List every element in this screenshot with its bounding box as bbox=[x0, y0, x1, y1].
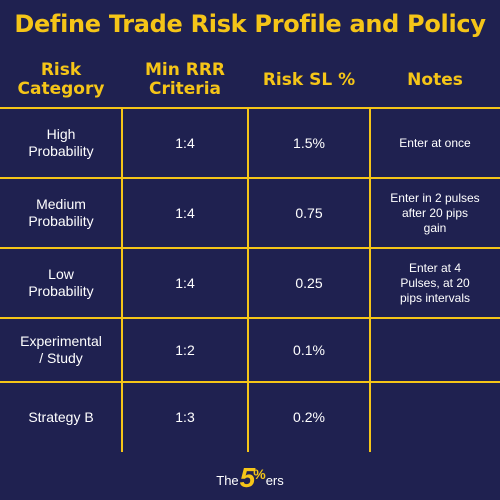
page-title: Define Trade Risk Profile and Policy bbox=[14, 10, 486, 38]
cell-risk-sl-line: 0.2% bbox=[293, 408, 325, 425]
header-min-rrr-line: Min RRR bbox=[144, 60, 226, 80]
cell-risk-category-line: High bbox=[46, 126, 76, 142]
cell-risk-sl: 0.75 bbox=[248, 178, 370, 248]
header-risk-sl-line: Risk SL % bbox=[262, 69, 356, 90]
header-risk-category: Risk Category bbox=[0, 52, 122, 108]
header-risk-category-line: Category bbox=[17, 79, 105, 99]
cell-risk-sl: 0.25 bbox=[248, 248, 370, 318]
cell-risk-sl-line: 0.1% bbox=[293, 341, 325, 358]
cell-risk-category-line: Probability bbox=[28, 283, 94, 299]
header-min-rrr-line: Criteria bbox=[148, 79, 221, 99]
cell-risk-category-line: Strategy B bbox=[28, 408, 94, 425]
cell-risk-sl: 1.5% bbox=[248, 108, 370, 178]
cell-risk-category: High Probability bbox=[0, 108, 122, 178]
header-risk-sl: Risk SL % bbox=[248, 52, 370, 108]
cell-risk-category-line: Medium bbox=[36, 196, 86, 212]
cell-min-rrr-line: 1:2 bbox=[175, 341, 195, 358]
cell-min-rrr: 1:4 bbox=[122, 108, 248, 178]
cell-risk-sl-line: 1.5% bbox=[293, 134, 325, 151]
row-divider bbox=[0, 107, 500, 109]
cell-notes-line: Pulses, at 20 bbox=[400, 275, 470, 290]
header-min-rrr: Min RRR Criteria bbox=[122, 52, 248, 108]
cell-risk-category: Experimental / Study bbox=[0, 318, 122, 382]
cell-risk-category-line: Experimental bbox=[20, 333, 102, 349]
row-divider bbox=[0, 247, 500, 249]
cell-notes: Enter at 4 Pulses, at 20 pips intervals bbox=[370, 248, 500, 318]
row-divider bbox=[0, 317, 500, 319]
logo-the: The bbox=[216, 473, 239, 488]
row-divider bbox=[0, 177, 500, 179]
brand-logo: The 5 % ers bbox=[0, 462, 500, 492]
cell-risk-category-line: Probability bbox=[28, 213, 94, 229]
logo-percent: % bbox=[253, 466, 266, 482]
cell-notes: Enter at once bbox=[370, 108, 500, 178]
cell-notes bbox=[370, 382, 500, 452]
cell-notes: Enter in 2 pulses after 20 pips gain bbox=[370, 178, 500, 248]
header-notes: Notes bbox=[370, 52, 500, 108]
column-divider bbox=[247, 107, 249, 452]
cell-min-rrr-line: 1:3 bbox=[175, 408, 195, 425]
cell-notes bbox=[370, 318, 500, 382]
cell-risk-category-line: Low bbox=[48, 266, 74, 282]
cell-risk-category: Low Probability bbox=[0, 248, 122, 318]
cell-risk-sl: 0.2% bbox=[248, 382, 370, 452]
cell-min-rrr-line: 1:4 bbox=[175, 274, 195, 291]
cell-risk-category-line: Probability bbox=[28, 143, 94, 159]
header-risk-category-line: Risk bbox=[40, 60, 82, 80]
cell-risk-sl: 0.1% bbox=[248, 318, 370, 382]
cell-notes-line: after 20 pips bbox=[401, 205, 469, 220]
cell-risk-sl-line: 0.25 bbox=[295, 274, 323, 291]
cell-min-rrr-line: 1:4 bbox=[175, 204, 195, 221]
cell-risk-category-line: / Study bbox=[39, 350, 83, 366]
cell-min-rrr: 1:3 bbox=[122, 382, 248, 452]
cell-notes-line: gain bbox=[423, 220, 447, 235]
cell-notes-line: Enter at 4 bbox=[408, 260, 462, 275]
row-divider bbox=[0, 381, 500, 383]
column-divider bbox=[121, 107, 123, 452]
cell-risk-category: Strategy B bbox=[0, 382, 122, 452]
cell-min-rrr: 1:4 bbox=[122, 178, 248, 248]
risk-table: Risk Category Min RRR Criteria Risk SL % Note… bbox=[0, 52, 500, 452]
cell-min-rrr: 1:4 bbox=[122, 248, 248, 318]
header-notes-line: Notes bbox=[407, 69, 463, 90]
logo-five: 5 bbox=[239, 462, 256, 493]
cell-notes-line: Enter at once bbox=[399, 135, 471, 150]
column-divider bbox=[369, 107, 371, 452]
logo-ers: ers bbox=[265, 473, 284, 488]
cell-notes-line: pips intervals bbox=[399, 290, 471, 305]
cell-risk-sl-line: 0.75 bbox=[295, 204, 323, 221]
cell-notes-line: Enter in 2 pulses bbox=[390, 190, 480, 205]
cell-min-rrr-line: 1:4 bbox=[175, 134, 195, 151]
cell-min-rrr: 1:2 bbox=[122, 318, 248, 382]
cell-risk-category: Medium Probability bbox=[0, 178, 122, 248]
